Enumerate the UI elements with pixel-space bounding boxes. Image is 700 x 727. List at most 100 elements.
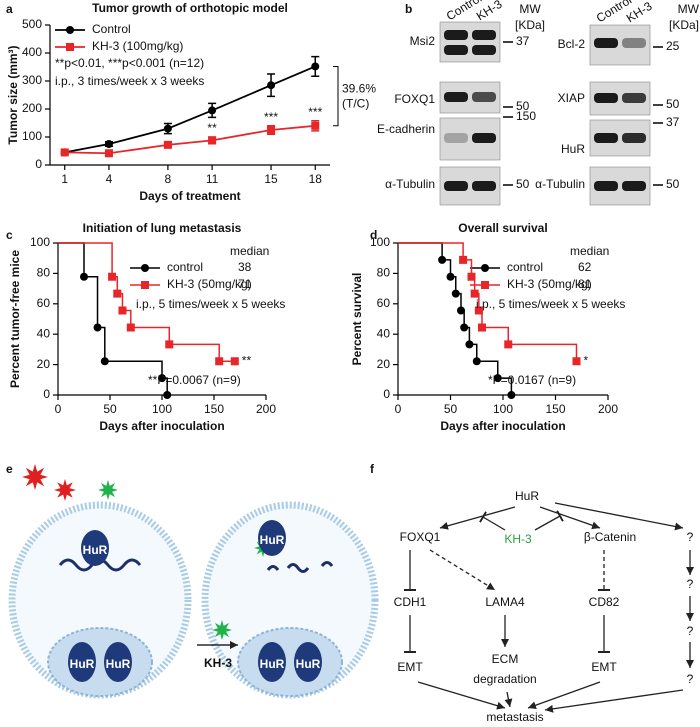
x-axis-label: Days after inoculation <box>99 419 224 433</box>
blot-band <box>472 181 496 191</box>
protein-label: HuR <box>561 142 585 156</box>
blot-band <box>622 38 646 48</box>
protein-blob <box>258 520 286 556</box>
point-label: ** <box>207 121 217 135</box>
mw-label: 50 <box>666 97 680 111</box>
protein-label: E-cadherin <box>377 122 435 136</box>
pathway-node: ? <box>687 672 694 686</box>
x-tick-label: 50 <box>103 402 117 416</box>
blot-band <box>444 30 468 40</box>
marker <box>507 391 516 399</box>
legend-label: KH-3 (50mg/kg) <box>507 277 592 291</box>
pathway-node: ? <box>687 530 694 544</box>
mrna-fragments <box>266 561 334 573</box>
x-tick-label: 8 <box>165 172 172 186</box>
marker <box>163 124 172 133</box>
bracket <box>333 65 339 127</box>
marker <box>481 281 489 289</box>
marker <box>457 306 465 315</box>
blot-background <box>439 21 501 63</box>
marker <box>472 357 481 366</box>
marker <box>465 340 474 349</box>
x-tick-label: 150 <box>204 402 224 416</box>
end-label: * <box>584 353 589 367</box>
marker <box>208 136 217 145</box>
marker <box>504 340 513 349</box>
blot-band <box>444 45 468 55</box>
marker <box>470 289 479 298</box>
arrow <box>544 689 684 713</box>
pathway-node: degradation <box>473 672 536 686</box>
marker <box>267 81 276 90</box>
blot-band <box>444 133 468 143</box>
chart-title: Initiation of lung metastasis <box>83 221 242 235</box>
marker <box>311 121 320 130</box>
marker <box>208 106 217 115</box>
blot-band <box>472 30 496 40</box>
pathway-node: CD82 <box>589 595 620 609</box>
protein-label: α-Tubulin <box>385 177 435 191</box>
marker <box>163 391 172 399</box>
pathway-node: ? <box>687 577 694 591</box>
arrow <box>429 549 496 591</box>
x-tick-label: 150 <box>545 402 565 416</box>
arrow <box>527 681 601 710</box>
marker <box>158 374 166 383</box>
pathway-node: LAMA4 <box>485 595 525 609</box>
marker <box>60 148 69 157</box>
y-tick-label: 80 <box>37 266 51 280</box>
legend-label: Control <box>92 22 131 36</box>
blot-band <box>594 181 618 191</box>
x-tick-label: 100 <box>152 402 172 416</box>
nucleus <box>237 627 343 697</box>
marker <box>446 272 455 281</box>
mw-label: 150 <box>516 109 536 123</box>
arrow <box>439 506 516 530</box>
median-value: 71 <box>238 277 252 291</box>
series-line <box>64 65 316 154</box>
y-tick-label: 80 <box>377 266 391 280</box>
marker <box>467 272 476 281</box>
panel-label: c <box>6 228 13 242</box>
y-tick-label: 400 <box>22 45 42 59</box>
pathway-node: metastasis <box>486 710 543 724</box>
marker <box>118 306 127 315</box>
inhibition <box>534 510 564 531</box>
marker <box>113 289 122 298</box>
protein-blob <box>81 530 109 566</box>
protein-label: HuR <box>296 657 321 671</box>
arrow <box>504 691 513 708</box>
y-axis-label: Percent survival <box>350 273 364 366</box>
marker <box>451 289 460 298</box>
annotation: i.p., 5 times/week x 5 weeks <box>476 297 625 311</box>
marker <box>230 357 239 366</box>
legend-label: control <box>507 260 543 274</box>
mw-label: 50 <box>666 177 680 191</box>
y-tick-label: 0 <box>383 387 390 401</box>
median-value: 62 <box>578 260 592 274</box>
protein-label: Msi2 <box>410 34 436 48</box>
protein-blob <box>104 642 132 682</box>
mw-label: 50 <box>516 99 530 113</box>
blot-band <box>594 133 618 143</box>
annotation: **p<0.01, ***p<0.001 (n=12) <box>55 56 204 70</box>
y-tick-label: 0 <box>35 157 42 171</box>
protein-label: HuR <box>70 657 95 671</box>
mw-label: 50 <box>516 177 530 191</box>
molecule <box>22 464 48 490</box>
pathway-node: KH-3 <box>504 532 532 546</box>
legend-label: KH-3 (50mg/kg) <box>167 277 252 291</box>
protein-blob <box>258 642 286 682</box>
panel-label: b <box>405 2 412 16</box>
median-value: 81 <box>578 277 592 291</box>
protein-label: XIAP <box>558 91 585 105</box>
median-header: median <box>570 244 609 258</box>
marker <box>108 272 117 281</box>
ratio-label: 39.6% <box>342 81 376 95</box>
chart-title: Overall survival <box>458 221 547 235</box>
x-tick-label: 15 <box>264 172 278 186</box>
protein-label: HuR <box>83 543 108 557</box>
annotation: i.p., 3 times/week x 3 weeks <box>55 74 204 88</box>
